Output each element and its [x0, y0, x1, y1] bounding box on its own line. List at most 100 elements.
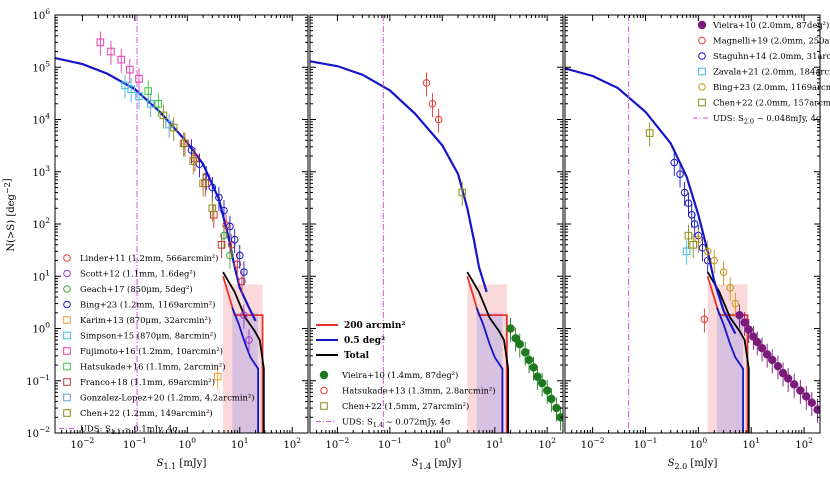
- y-tick-label: 100: [32, 321, 50, 336]
- data-point: [117, 55, 126, 64]
- y-tick-label: 104: [32, 112, 50, 127]
- data-point: [778, 368, 788, 378]
- data-point: [226, 222, 234, 231]
- legend-label: Hatsukade+13 (1.3mm, 2.8arcmin²): [342, 386, 496, 396]
- legend-marker: [319, 370, 329, 380]
- legend: 200 arcmin² 0.5 deg² Total Vieira+10 (1.4mm…: [316, 321, 496, 429]
- data-point: [719, 268, 728, 276]
- x-tick-label: 10−1: [123, 436, 147, 451]
- x-tick-label: 102: [283, 436, 301, 451]
- legend: Vieira+10 (2.0mm, 87deg²) Magnelli+19 (2.…: [693, 20, 830, 126]
- legend-label: Hatsukade+16 (1.1mm, 2arcmin²): [80, 362, 226, 372]
- data-point: [434, 115, 443, 124]
- legend-marker: [320, 386, 328, 395]
- legend-label: 0.5 deg²: [344, 336, 385, 346]
- data-point: [506, 324, 515, 333]
- data-point: [757, 343, 767, 353]
- y-tick-label: 10−2: [26, 425, 50, 440]
- legend-label: Magnelli+19 (2.0mm, 250arcmin²): [713, 36, 830, 46]
- data-point: [524, 355, 534, 365]
- x-axis-label: S2.0 [mJy]: [668, 458, 718, 471]
- plot-area: [55, 15, 265, 433]
- data-point: [807, 398, 817, 407]
- area-curve: [475, 307, 504, 433]
- data-point: [179, 139, 188, 148]
- data-point: [422, 79, 431, 87]
- x-tick-label: 101: [742, 436, 760, 451]
- data-point: [703, 247, 712, 256]
- area-curve: [466, 275, 508, 433]
- data-point: [125, 65, 134, 74]
- data-point: [680, 188, 689, 197]
- legend-label: Vieira+10 (1.4mm, 87deg²): [341, 370, 458, 380]
- area-curve: [716, 307, 744, 433]
- area-curve: [231, 307, 260, 433]
- plot-area: [310, 15, 563, 433]
- data-point: [676, 170, 684, 178]
- data-point: [547, 394, 556, 404]
- legend-label: Zavala+21 (2.0mm, 184arcmin²): [713, 67, 830, 77]
- y-tick-label: 103: [32, 164, 50, 179]
- x-tick-label: 10−2: [326, 436, 350, 451]
- legend-label: 200 arcmin²: [344, 321, 405, 331]
- legend-label: Fujimoto+16 (1.2mm, 10arcmin²): [80, 346, 223, 356]
- legend-label: Chen+22 (1.2mm, 149arcmin²): [80, 408, 213, 418]
- x-tick-label: 100: [434, 436, 452, 451]
- y-tick-label: 10−1: [26, 373, 50, 388]
- y-tick-label: 102: [32, 216, 50, 231]
- legend-label: Total: [344, 351, 370, 361]
- area-curve: [706, 275, 749, 433]
- data-point: [689, 240, 698, 249]
- data-point: [238, 277, 246, 286]
- x-tick-label: 10−2: [71, 436, 95, 451]
- panel-S1.4: 10−2 10−1 100 101 102 S1.4 [mJy] 200 arcmin² 0.…: [309, 14, 564, 471]
- legend-marker: [63, 378, 71, 386]
- data-point: [768, 355, 777, 365]
- data-point: [789, 380, 799, 389]
- legend-marker: [63, 285, 71, 293]
- data-point: [154, 99, 163, 108]
- y-tick-label: 106: [32, 7, 50, 22]
- legend-label: UDS: S2.0 ~ 0.048mJy, 4σ: [713, 113, 822, 126]
- legend-label: Linder+11 (1.2mm, 566arcmin²): [80, 253, 218, 263]
- x-tick-label: 100: [179, 436, 197, 451]
- data-point: [127, 85, 135, 94]
- legend-label: Gonzalez-Lopez+20 (1.2mm, 4.2arcmin²): [80, 393, 255, 403]
- area-curve: [222, 275, 264, 433]
- data-point: [753, 337, 762, 347]
- data-point: [735, 310, 744, 320]
- data-point: [694, 235, 703, 244]
- data-point: [107, 47, 115, 56]
- legend-marker: [63, 393, 71, 402]
- legend-label: Bing+23 (1.2mm, 1169arcmin²): [80, 300, 215, 310]
- data-point: [529, 363, 538, 372]
- data-point: [213, 372, 222, 381]
- legend-marker: [698, 83, 706, 91]
- legend-marker: [320, 402, 328, 410]
- data-point: [233, 260, 242, 269]
- data-point: [220, 206, 228, 215]
- data-point: [191, 154, 199, 163]
- data-point: [556, 413, 563, 422]
- plot-area: [565, 15, 820, 433]
- data-point: [189, 157, 198, 165]
- data-point: [245, 336, 253, 344]
- x-tick-label: 102: [795, 436, 813, 451]
- x-tick-label: 101: [486, 436, 504, 451]
- data-point: [710, 256, 719, 265]
- model-curve: [310, 60, 488, 293]
- data-point: [682, 247, 691, 256]
- data-point: [520, 348, 530, 357]
- legend-label: UDS: S1.1 ~ 0.1mJy, 4σ: [80, 424, 178, 437]
- data-point: [458, 188, 467, 197]
- data-point: [698, 244, 707, 252]
- x-tick-label: 101: [231, 436, 249, 451]
- model-curve: [565, 67, 737, 335]
- legend-marker: [698, 67, 706, 76]
- panel-S2.0: 10−2 10−1 100 101 102 S2.0 [mJy] Vieira+10 (2.…: [564, 14, 830, 471]
- legend-marker: [63, 254, 71, 262]
- data-point: [796, 386, 805, 395]
- y-tick-label: 101: [32, 268, 50, 283]
- legend-label: Scott+12 (1.1mm, 1.6deg²): [80, 269, 196, 279]
- legend-label: Karim+13 (870μm, 32arcmin²): [80, 315, 211, 325]
